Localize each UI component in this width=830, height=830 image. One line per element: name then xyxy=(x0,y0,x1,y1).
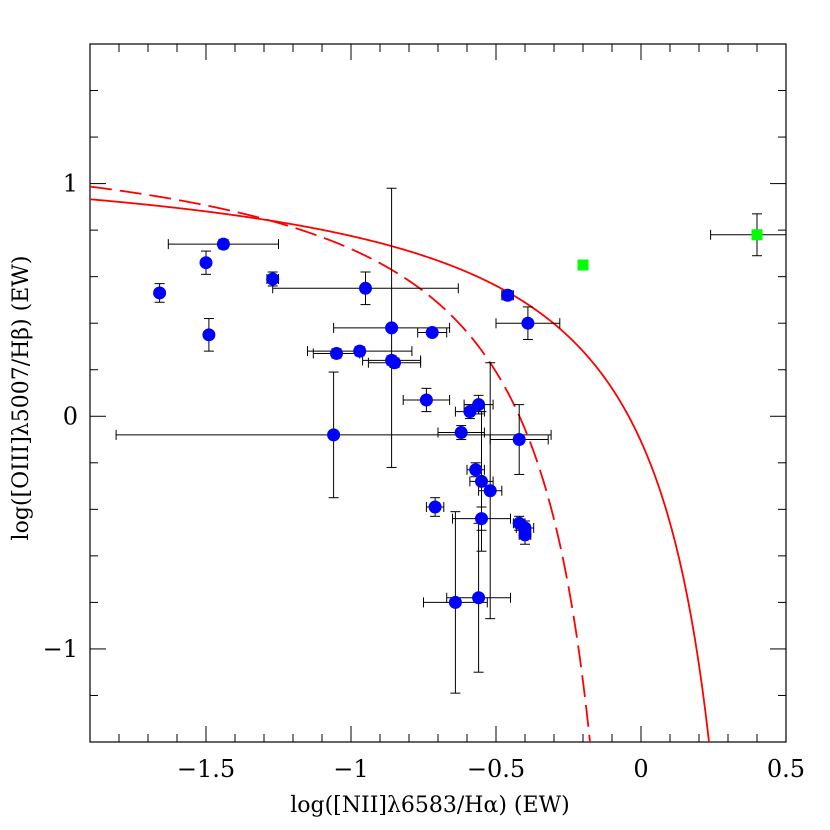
x-tick-label: 0.5 xyxy=(767,755,805,783)
circle-data-point xyxy=(454,426,468,440)
data-points xyxy=(153,229,763,609)
circle-data-point xyxy=(521,316,535,330)
circle-data-point xyxy=(463,405,477,419)
x-tick-label: −1 xyxy=(333,755,368,783)
circle-data-point xyxy=(518,528,532,542)
circle-data-point xyxy=(359,281,372,295)
x-tick-label: −0.5 xyxy=(467,755,525,783)
circle-data-point xyxy=(153,286,167,300)
plot-frame xyxy=(89,43,787,743)
circle-data-point xyxy=(472,591,486,605)
square-data-point xyxy=(751,229,763,241)
circle-data-point xyxy=(469,463,483,477)
axis-ticks xyxy=(89,43,787,743)
circle-data-point xyxy=(512,433,526,447)
circle-data-point xyxy=(202,328,216,342)
circle-data-point xyxy=(385,321,399,335)
circle-data-point xyxy=(266,272,280,286)
axis-tick-labels: −1.5 −1 −0.5 0 0.5 −1 0 1 xyxy=(43,170,805,783)
y-tick-label: −1 xyxy=(43,635,78,663)
x-tick-label: 0 xyxy=(633,755,648,783)
circle-data-point xyxy=(199,256,213,270)
circle-data-point xyxy=(425,326,439,340)
circle-data-point xyxy=(330,346,343,360)
circle-data-point xyxy=(475,512,488,526)
circle-data-point xyxy=(388,356,401,370)
square-data-point xyxy=(577,259,589,271)
circle-data-point xyxy=(353,344,367,358)
y-tick-label: 0 xyxy=(63,402,78,430)
circle-data-point xyxy=(483,484,497,498)
circle-data-point xyxy=(327,428,341,442)
y-tick-label: 1 xyxy=(63,170,78,198)
error-bars xyxy=(115,187,786,694)
circle-data-point xyxy=(419,393,433,407)
circle-data-point xyxy=(216,237,230,251)
x-tick-label: −1.5 xyxy=(177,755,235,783)
demarcation-curves xyxy=(90,185,710,742)
solid-demarcation-curve xyxy=(90,198,710,742)
circle-data-point xyxy=(448,595,462,609)
x-axis-label: log([NII]λ6583/Hα) (EW) xyxy=(290,793,570,818)
circle-data-point xyxy=(475,474,488,488)
y-axis-label: log([OIII]λ5007/Hβ) (EW) xyxy=(9,256,34,541)
circle-data-point xyxy=(428,500,442,514)
dashed-demarcation-curve xyxy=(90,185,591,742)
circle-data-point xyxy=(501,288,515,302)
circle-data-point xyxy=(472,398,486,412)
